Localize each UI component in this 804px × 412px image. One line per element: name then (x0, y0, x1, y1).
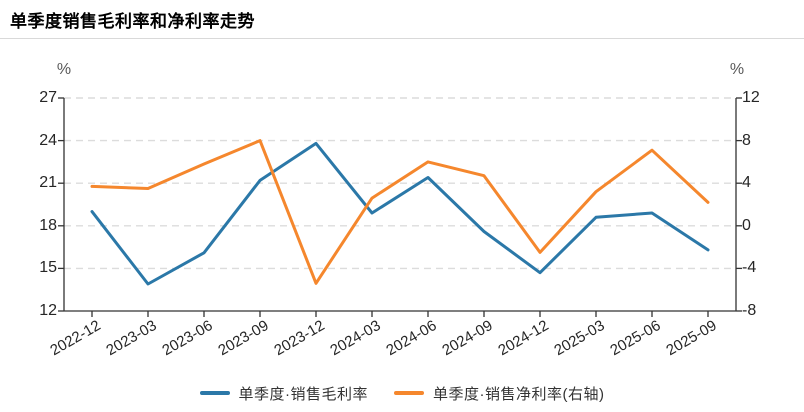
left-axis-tick-label: 15 (39, 259, 57, 277)
legend-item-gross-margin: 单季度·销售毛利率 (199, 383, 369, 404)
gross-margin-legend-label: 单季度·销售毛利率 (238, 385, 368, 403)
chart-title: 单季度销售毛利率和净利率走势 (10, 12, 255, 31)
right-axis-tick-label: -4 (742, 259, 757, 277)
right-axis-unit-label: % (729, 61, 745, 78)
net-margin-legend-label: 单季度·销售净利率(右轴) (433, 385, 605, 403)
series-line-net-margin (90, 139, 710, 285)
title-divider (0, 38, 804, 39)
left-axis-tick-label: 24 (39, 131, 57, 149)
chart-legend: 单季度·销售毛利率 单季度·销售净利率(右轴) (0, 380, 804, 406)
right-axis-tick-label: 4 (742, 174, 751, 192)
right-axis-tick-label: 0 (742, 216, 751, 234)
left-axis-unit-label: % (56, 61, 72, 78)
right-axis-tick-label: 8 (742, 131, 751, 149)
left-axis-tick-label: 27 (39, 89, 57, 106)
left-axis-tick-label: 18 (39, 216, 57, 234)
right-axis-tick-label: -8 (742, 302, 757, 319)
left-axis-tick-label: 12 (39, 302, 57, 319)
gross-margin-line-swatch (199, 391, 230, 395)
left-axis-tick-label: 21 (39, 174, 57, 192)
legend-item-net-margin: 单季度·销售净利率(右轴) (394, 383, 605, 404)
net-margin-line-swatch (394, 391, 424, 395)
series-line-gross-margin (90, 141, 710, 286)
right-axis-tick-label: 12 (742, 89, 760, 106)
